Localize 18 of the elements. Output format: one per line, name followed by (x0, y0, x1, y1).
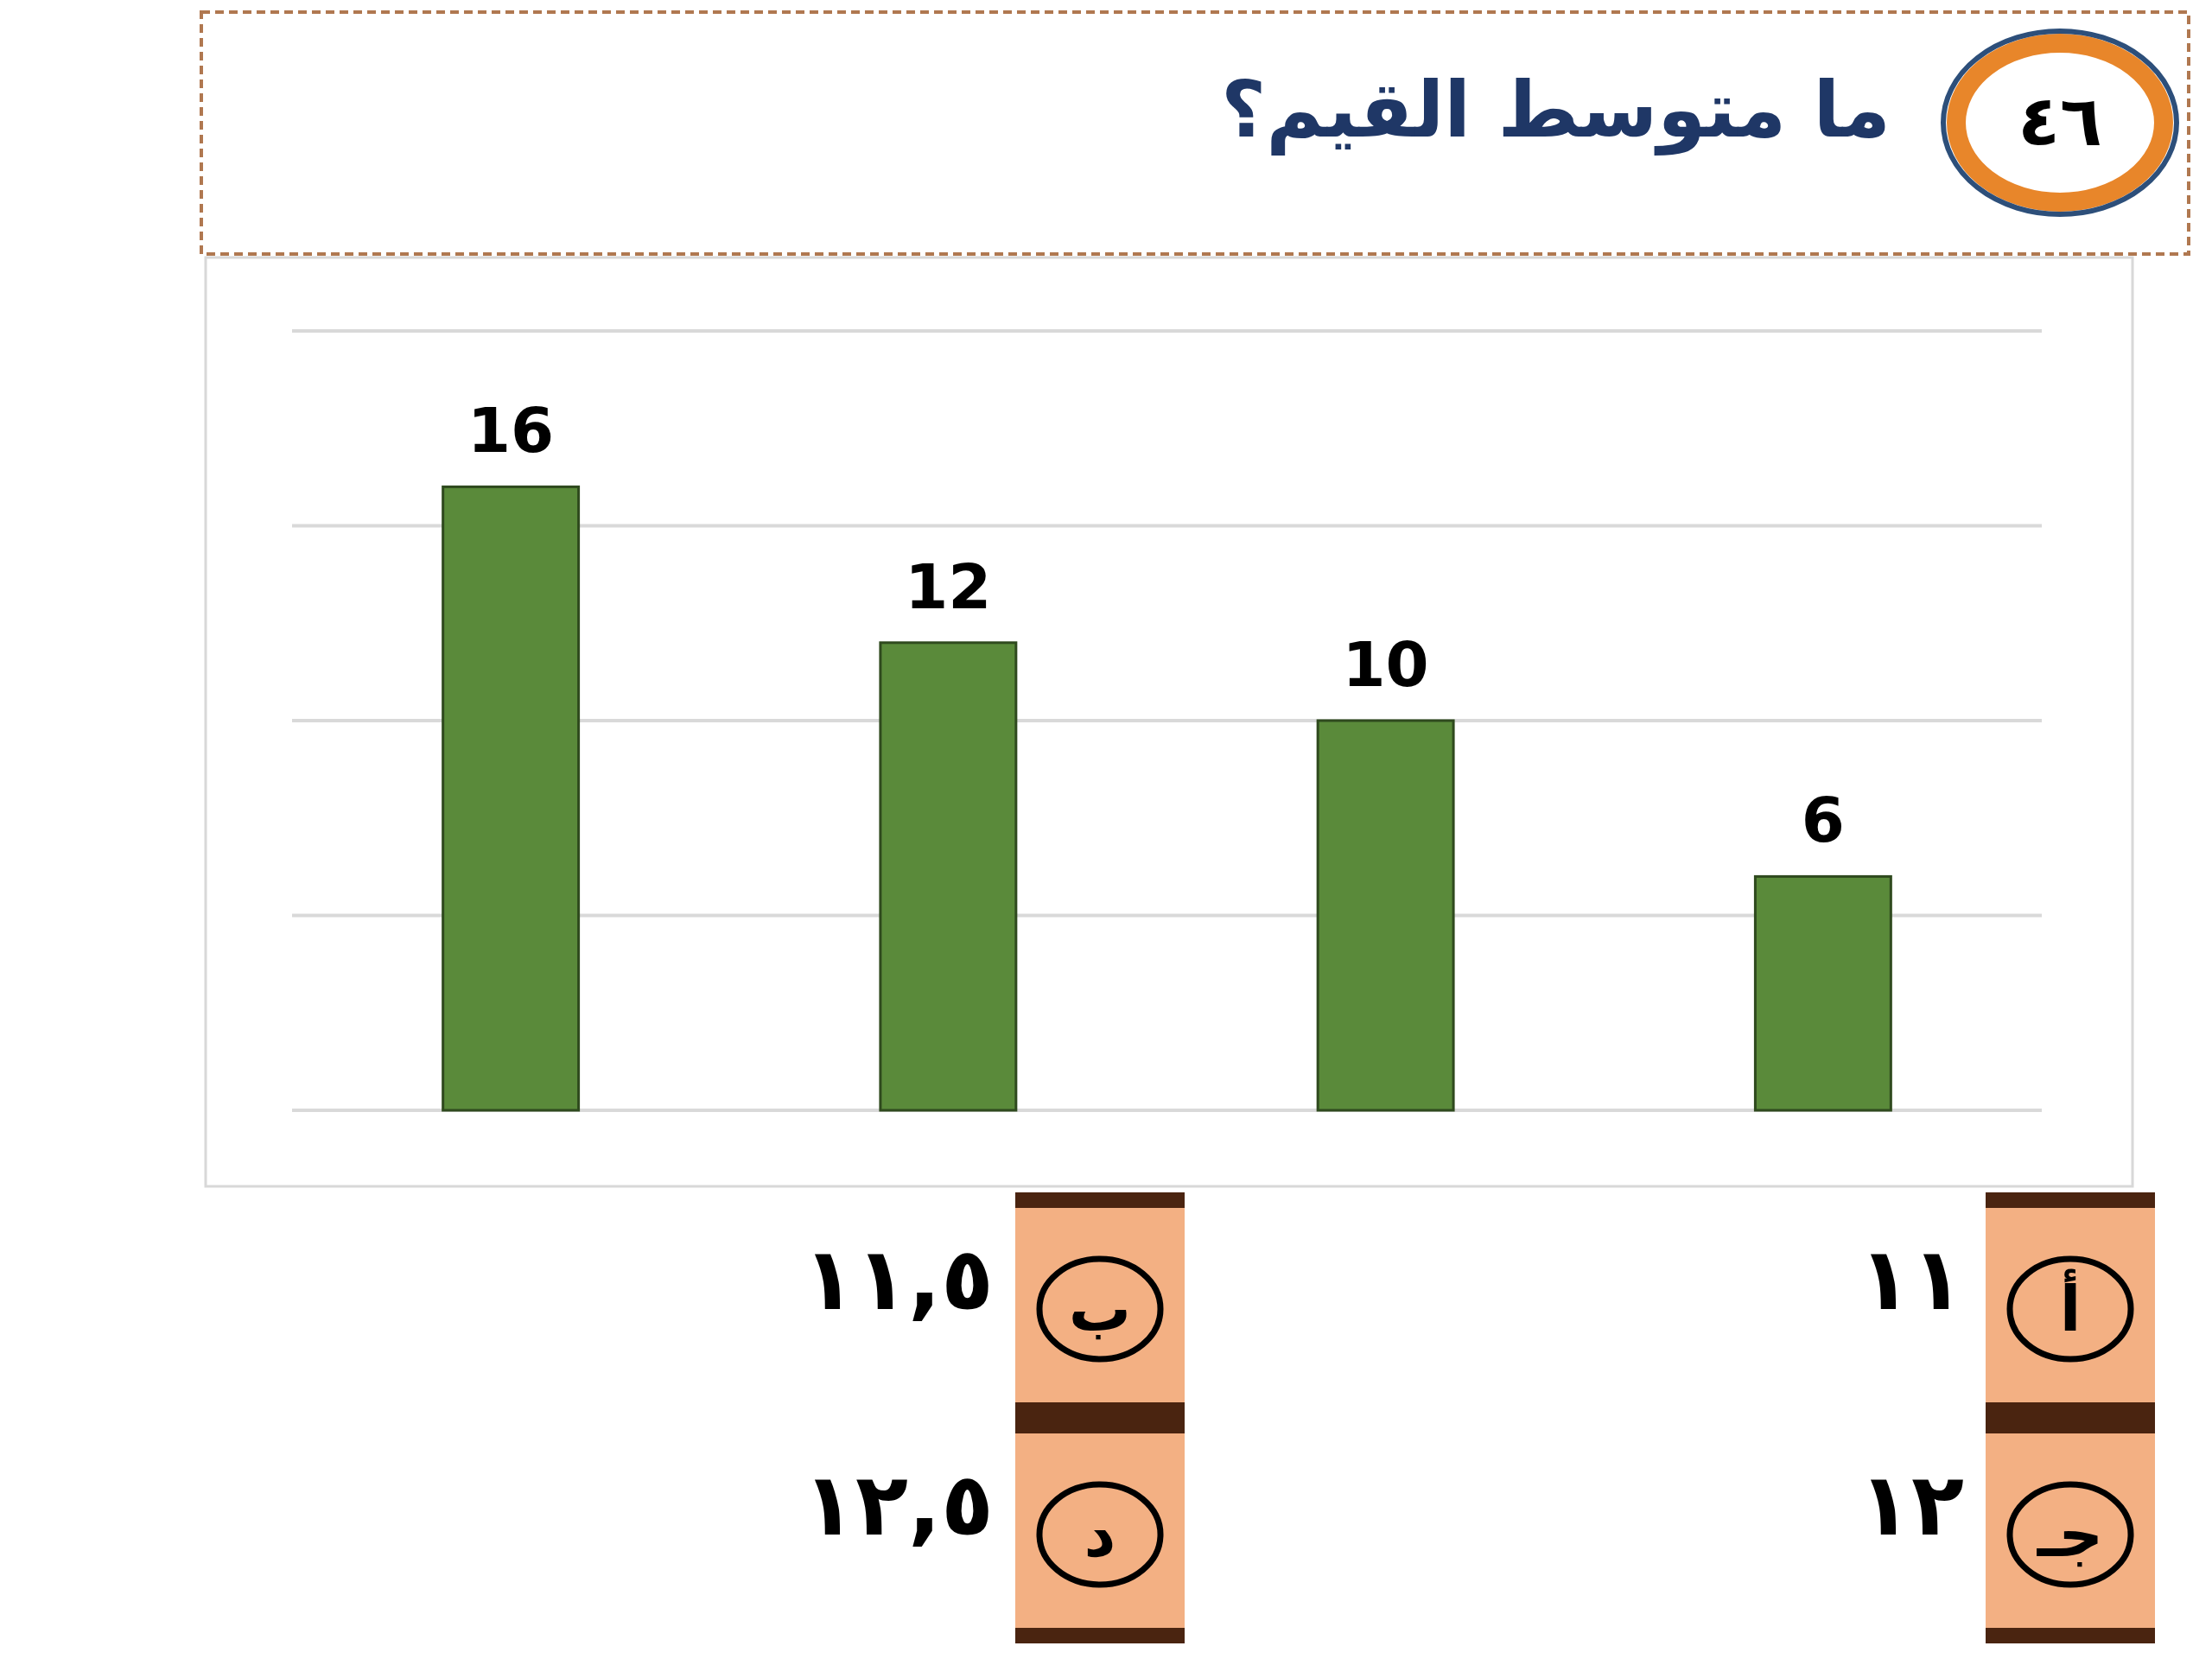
text: ١١,٥ (802, 1229, 994, 1330)
text: ١١ (1858, 1229, 1964, 1330)
text: ٤٦ (2018, 81, 2102, 162)
text: ١٢ (1858, 1454, 1964, 1555)
text: ب (1068, 1273, 1132, 1345)
text: جـ (2036, 1498, 2104, 1571)
bar (1316, 719, 1455, 1112)
data-label: 16 (467, 394, 555, 467)
text: أ (2059, 1268, 2082, 1345)
bar (442, 485, 581, 1112)
data-label: 10 (1342, 628, 1429, 701)
data-label: 6 (1801, 784, 1845, 857)
text: ١٢,٥ (802, 1454, 994, 1555)
bar (879, 641, 1018, 1112)
data-label: 12 (905, 550, 992, 623)
text: د (1084, 1498, 1116, 1571)
bar (1753, 874, 1892, 1112)
chart-title: ما متوسط القيم؟ (1221, 64, 1891, 156)
